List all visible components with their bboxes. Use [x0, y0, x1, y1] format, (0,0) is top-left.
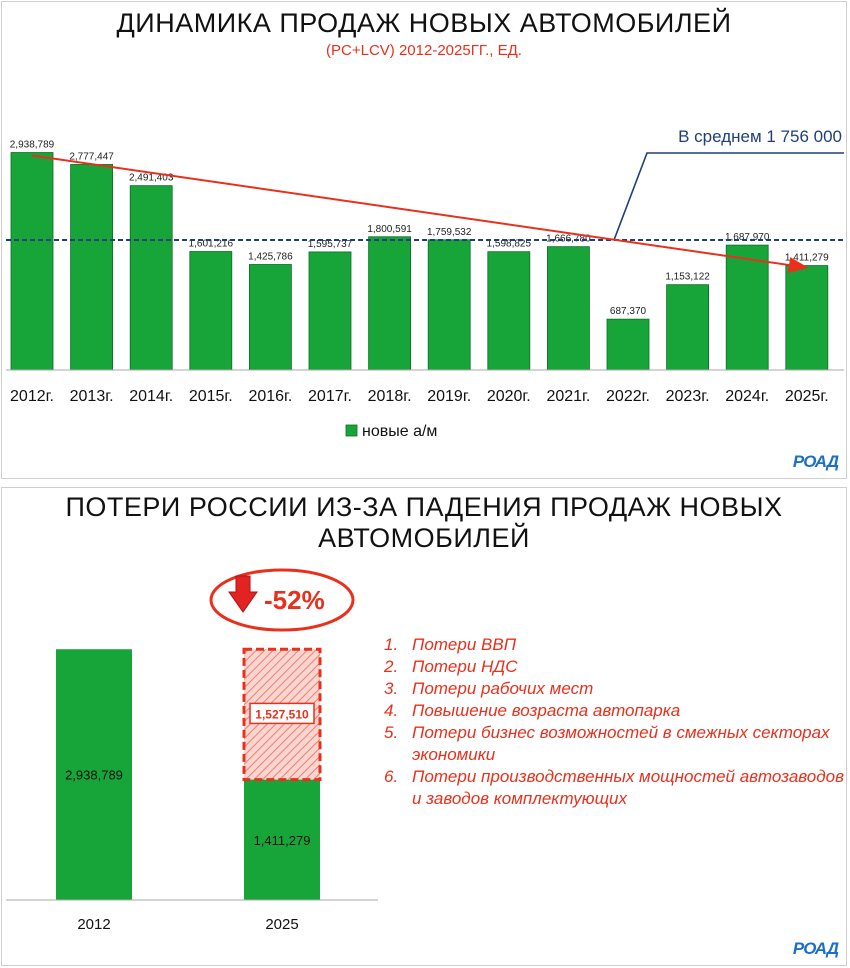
data-label: 1,153,122 [665, 272, 710, 283]
drop-percent-label: -52% [264, 585, 325, 615]
x-tick-label: 2022г. [606, 388, 650, 405]
x-tick-label: 2016г. [248, 388, 292, 405]
losses-list: 1. Потери ВВП 2. Потери НДС 3. Потери рабочих… [380, 634, 850, 810]
bar-2018г. [368, 236, 412, 371]
loss-item-text: Повышение возраста автопарка [412, 701, 681, 720]
chart-subtitle: (PC+LCV) 2012-2025ГГ., ЕД. [326, 42, 522, 59]
loss-item-text: Потери производственных мощностей автоза… [412, 767, 844, 808]
data-label: 1,595,737 [308, 239, 353, 250]
loss-item: 2. Потери НДС [380, 656, 850, 678]
loss-label: 1,527,510 [255, 707, 309, 721]
road-logo: РОАД [792, 452, 839, 471]
sales-bar-chart: 2,938,789 2012г. 2,777,447 2013г. 2,491,403 2… [6, 127, 844, 440]
data-label: 2,491,403 [129, 173, 174, 184]
x-tick-label: 2015г. [189, 388, 233, 405]
loss-item-text: Потери бизнес возможностей в смежных сек… [412, 723, 830, 764]
x-tick-label: 2012г. [10, 388, 54, 405]
data-label: 1,411,279 [785, 253, 829, 264]
x-tick-label: 2025г. [785, 388, 829, 405]
trend-arrow [31, 154, 809, 273]
road-logo: РОАД [792, 939, 839, 958]
loss-label-box [249, 702, 315, 725]
drop-callout-ellipse [209, 568, 355, 632]
bar-2015г. [189, 251, 233, 371]
loss-item-number: 5. [384, 723, 399, 742]
bar-2025г. [785, 265, 829, 371]
data-label: 1,759,532 [427, 227, 472, 238]
data-label: 2,938,789 [10, 140, 55, 151]
losses-title: ПОТЕРИ РОССИИ ИЗ-ЗА ПАДЕНИЯ ПРОДАЖ НОВЫХ… [2, 492, 846, 554]
loss-item-number: 6. [384, 767, 399, 786]
x-tick-label: 2017г. [308, 388, 352, 405]
x-tick-label: 2021г. [546, 388, 590, 405]
losses-bar-chart: 2,938,789 2012 1,411,279 2025 1,527,510 -52% [6, 568, 378, 933]
loss-item-text: Потери рабочих мест [412, 679, 594, 698]
loss-item-number: 2. [384, 657, 399, 676]
sales-dynamics-panel: ДИНАМИКА ПРОДАЖ НОВЫХ АВТОМОБИЛЕЙ (PC+LC… [1, 1, 847, 479]
bar-2024г. [725, 244, 769, 371]
bar-2016г. [248, 264, 292, 371]
data-label: 1,601,216 [189, 239, 234, 250]
average-callout-line [613, 152, 844, 241]
data-label: 1,411,279 [254, 833, 311, 848]
data-label: 2,777,447 [69, 151, 114, 162]
loss-item: 5. Потери бизнес возможностей в смежных с… [380, 722, 850, 766]
average-label: В среднем 1 756 000 [678, 127, 842, 146]
x-tick-label: 2013г. [70, 388, 114, 405]
down-arrow-icon [228, 575, 258, 613]
data-label: 1,800,591 [367, 224, 412, 235]
loss-item-number: 4. [384, 701, 399, 720]
loss-item-text: Потери ВВП [412, 635, 517, 654]
bar-2012 [56, 649, 132, 900]
loss-item-number: 3. [384, 679, 399, 698]
losses-title-line1: ПОТЕРИ РОССИИ ИЗ-ЗА ПАДЕНИЯ ПРОДАЖ НОВЫХ [65, 492, 783, 522]
bar-2025 [244, 779, 320, 900]
loss-item: 3. Потери рабочих мест [380, 678, 850, 700]
x-tick-label: 2012 [77, 916, 110, 933]
bar-2012г. [10, 152, 54, 371]
data-label: 1,598,825 [487, 239, 532, 250]
bar-2019г. [427, 239, 471, 371]
loss-item-number: 1. [384, 635, 399, 654]
x-tick-label: 2025 [265, 916, 298, 933]
loss-item: 4. Повышение возраста автопарка [380, 700, 850, 722]
x-tick-label: 2024г. [725, 388, 769, 405]
data-label: 1,425,786 [248, 251, 293, 262]
x-tick-label: 2018г. [368, 388, 412, 405]
bar-2020г. [487, 251, 531, 371]
bar-2021г. [547, 246, 590, 371]
loss-item: 6. Потери производственных мощностей авто… [380, 766, 850, 810]
losses-panel: ПОТЕРИ РОССИИ ИЗ-ЗА ПАДЕНИЯ ПРОДАЖ НОВЫХ… [1, 487, 847, 966]
x-tick-label: 2023г. [666, 388, 710, 405]
bar-2017г. [308, 251, 352, 371]
data-label: 1,687,970 [725, 232, 770, 243]
bar-2014г. [129, 185, 173, 371]
data-label: 687,370 [610, 306, 647, 317]
x-tick-label: 2014г. [129, 388, 173, 405]
legend-swatch [345, 424, 358, 437]
chart-title: ДИНАМИКА ПРОДАЖ НОВЫХ АВТОМОБИЛЕЙ [116, 8, 732, 38]
bar-2022г. [606, 318, 650, 371]
loss-item-text: Потери НДС [412, 657, 518, 676]
losses-title-line2: АВТОМОБИЛЕЙ [318, 523, 530, 553]
x-tick-label: 2020г. [487, 388, 531, 405]
legend-label: новые а/м [362, 423, 437, 440]
data-label: 2,938,789 [65, 768, 123, 783]
bar-2013г. [70, 164, 113, 371]
bar-2023г. [666, 284, 709, 371]
loss-item: 1. Потери ВВП [380, 634, 850, 656]
x-tick-label: 2019г. [427, 388, 471, 405]
